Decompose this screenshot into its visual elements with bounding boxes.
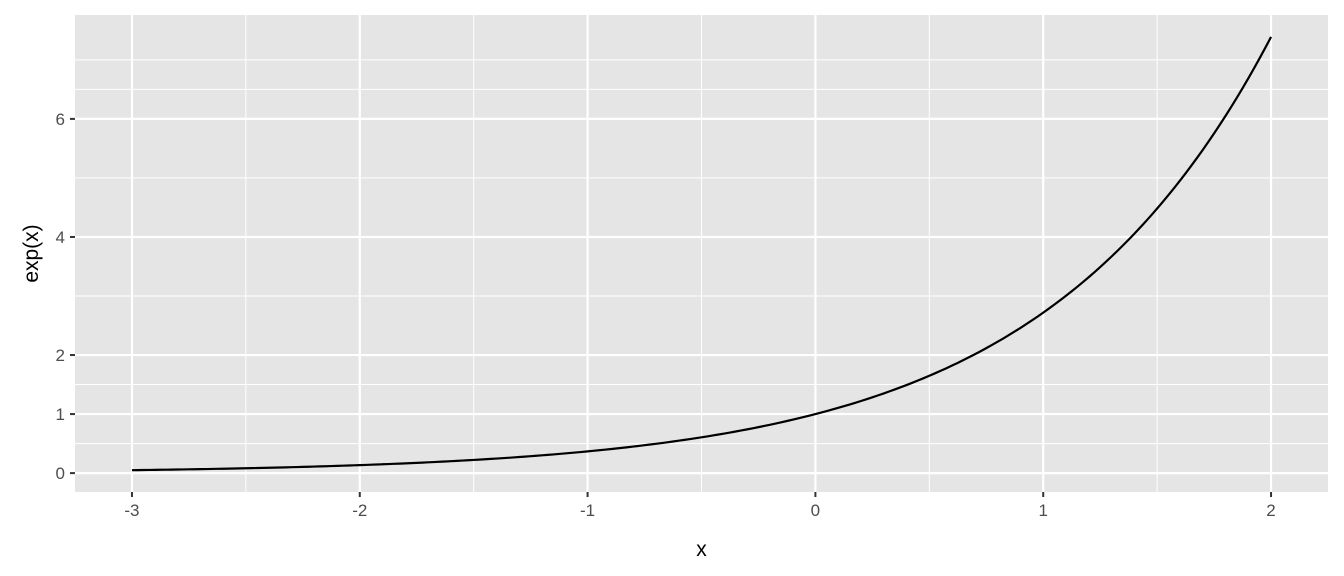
y-axis-title: exp(x) (20, 224, 43, 282)
x-tick-label: -1 (580, 501, 595, 520)
y-tick-label: 4 (56, 228, 65, 247)
exp-curve (131, 36, 1273, 472)
x-tick-label: 1 (1038, 501, 1047, 520)
y-tick-label: 2 (56, 346, 65, 365)
y-tick-label: 1 (56, 405, 65, 424)
x-axis-title: x (696, 538, 707, 561)
y-tick-label: 0 (56, 464, 65, 483)
x-tick-label: -3 (124, 501, 139, 520)
y-tick-label: 6 (56, 110, 65, 129)
x-tick-label: -2 (352, 501, 367, 520)
x-tick-label: 2 (1266, 501, 1275, 520)
x-tick-label: 0 (811, 501, 820, 520)
